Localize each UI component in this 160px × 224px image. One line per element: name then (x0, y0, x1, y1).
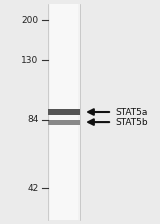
Text: STAT5b: STAT5b (115, 118, 148, 127)
Text: 130: 130 (21, 56, 38, 65)
Text: STAT5a: STAT5a (115, 108, 148, 116)
Text: 200: 200 (21, 16, 38, 25)
Text: 42: 42 (27, 184, 38, 193)
Bar (48, 120, 80, 125)
Text: 84: 84 (27, 115, 38, 124)
Bar (48, 4, 80, 220)
Bar (50, 4, 78, 220)
Bar (48, 109, 80, 115)
